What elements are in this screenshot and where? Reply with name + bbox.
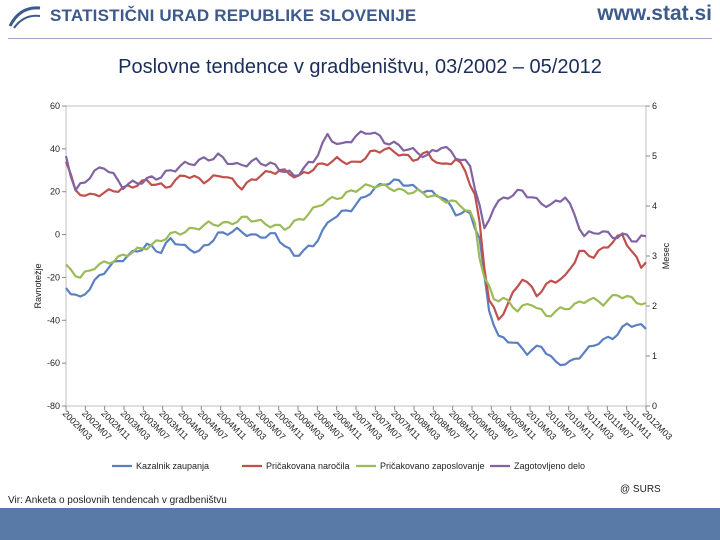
y-tick-label: 0 <box>55 230 60 240</box>
chart-legend: Kazalnik zaupanja Pričakovana naročila Pri… <box>112 461 585 471</box>
legend-label: Pričakovano zaposlovanje <box>380 461 485 471</box>
website-link[interactable]: www.stat.si <box>597 2 712 25</box>
y2-axis-label: Mesec <box>661 242 671 269</box>
line-chart: 60 40 20 0 -20 -40 -60 -80 6 5 4 3 2 1 0 Ravnotežje Mese… <box>33 101 674 471</box>
series-line-4 <box>64 130 647 243</box>
legend-label: Zagotovljeno delo <box>514 461 585 471</box>
y2-tick-label: 3 <box>652 251 657 261</box>
y-tick-label: -20 <box>47 272 60 282</box>
chart-title: Poslovne tendence v gradbeništvu, 03/200… <box>118 56 602 78</box>
series-line-1 <box>65 178 647 367</box>
legend-label: Pričakovana naročila <box>266 461 350 471</box>
footer-bar <box>0 508 720 540</box>
source-note: Vir: Anketa o poslovnih tendencah v grad… <box>8 495 227 506</box>
y2-tick-label: 6 <box>652 101 657 111</box>
y2-tick-label: 1 <box>652 351 657 361</box>
header: STATISTIČNI URAD REPUBLIKE SLOVENIJE www… <box>0 0 720 36</box>
y-tick-label: 60 <box>50 101 60 111</box>
series-line-3 <box>65 183 647 318</box>
surs-logo-icon <box>8 6 41 29</box>
y-tick-label: -40 <box>47 315 60 325</box>
y2-tick-label: 0 <box>652 401 657 411</box>
y2-tick-label: 2 <box>652 301 657 311</box>
chart-series <box>64 130 647 367</box>
y-tick-label: -80 <box>47 401 60 411</box>
series-line-2 <box>64 146 647 321</box>
copyright: @ SURS <box>620 484 661 495</box>
plot-frame <box>65 105 647 407</box>
y-tick-label: 40 <box>50 144 60 154</box>
y-tick-label: -60 <box>47 358 60 368</box>
y-tick-label: 20 <box>50 187 60 197</box>
legend-label: Kazalnik zaupanja <box>136 461 209 471</box>
y2-tick-label: 4 <box>652 201 657 211</box>
y2-tick-label: 5 <box>652 151 657 161</box>
header-divider <box>8 38 712 39</box>
y-axis-label: Ravnotežje <box>33 263 43 308</box>
org-name: STATISTIČNI URAD REPUBLIKE SLOVENIJE <box>50 6 417 25</box>
x-tick-labels: 2002M032002M072002M112003M032003M072003M… <box>61 406 674 442</box>
